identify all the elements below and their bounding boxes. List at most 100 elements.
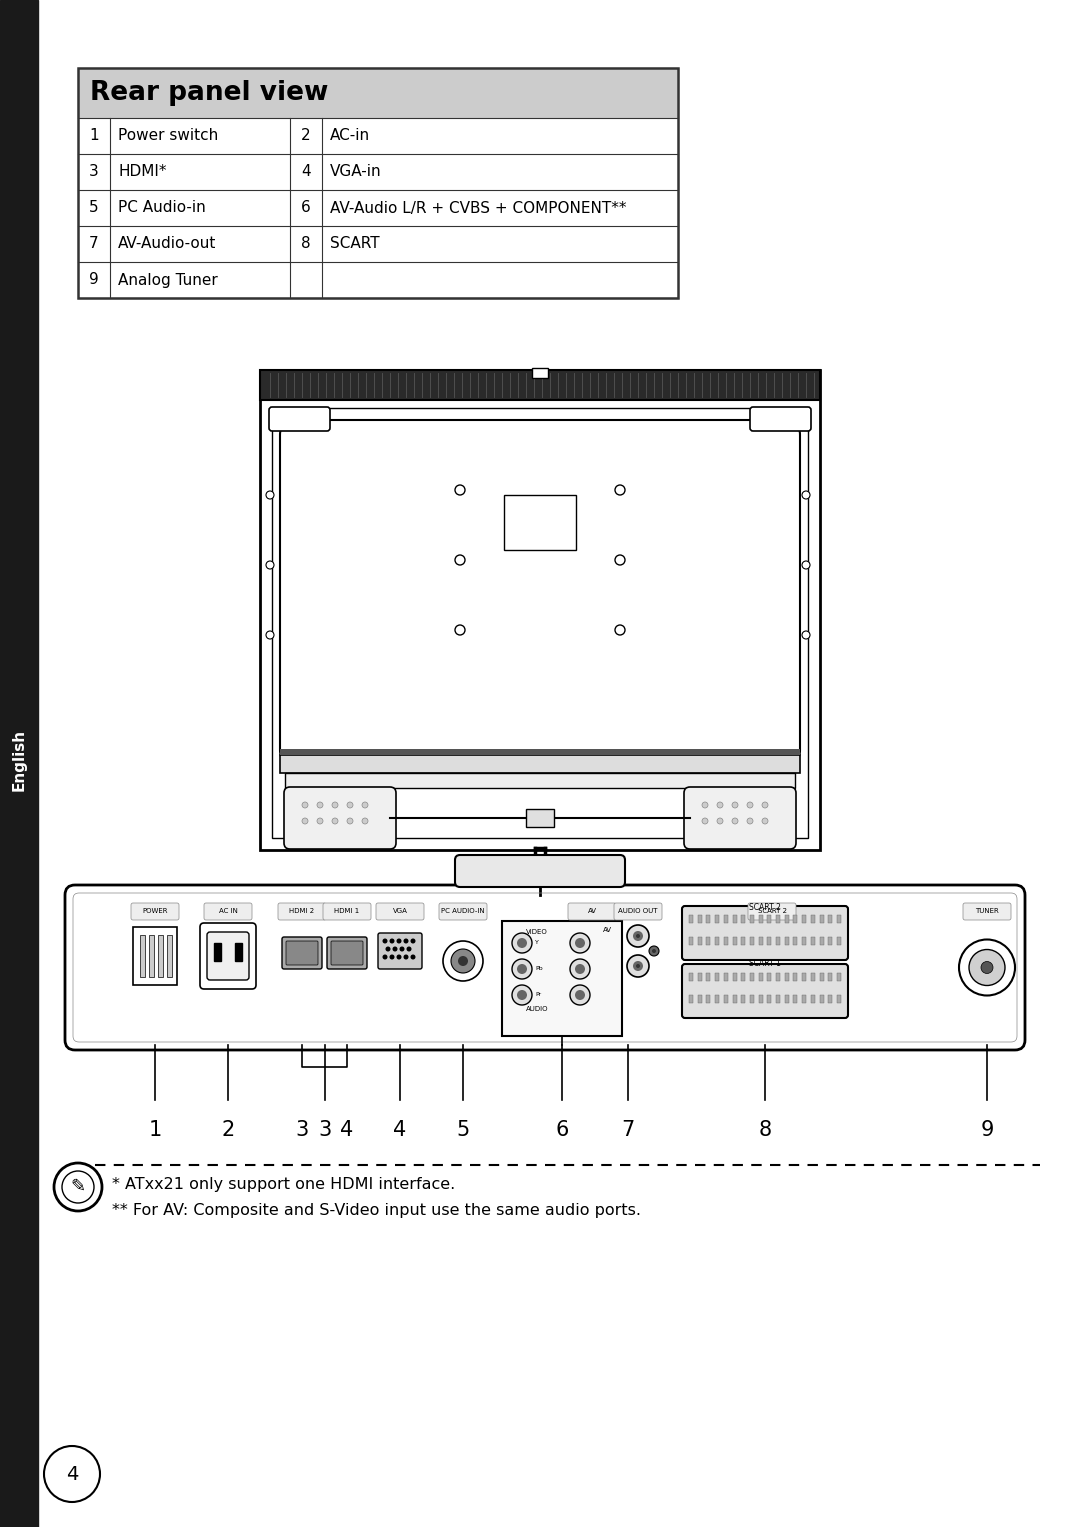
Bar xyxy=(0,0,38,1527)
Circle shape xyxy=(981,962,993,974)
Text: 1: 1 xyxy=(90,128,98,144)
Bar xyxy=(837,915,841,922)
Text: VIDEO: VIDEO xyxy=(526,928,548,935)
Text: AC IN: AC IN xyxy=(218,909,238,915)
Bar xyxy=(758,915,762,922)
Bar xyxy=(715,915,719,922)
FancyBboxPatch shape xyxy=(204,902,252,919)
Bar xyxy=(285,773,795,788)
Bar xyxy=(802,973,806,980)
Text: 3: 3 xyxy=(295,1119,309,1141)
FancyBboxPatch shape xyxy=(280,420,800,765)
Circle shape xyxy=(407,947,410,951)
Bar xyxy=(502,921,622,1035)
Bar xyxy=(732,938,737,945)
Circle shape xyxy=(302,802,308,808)
Circle shape xyxy=(390,956,394,959)
Bar xyxy=(820,938,824,945)
Circle shape xyxy=(318,818,323,825)
Bar xyxy=(768,996,771,1003)
Bar xyxy=(828,938,833,945)
Circle shape xyxy=(397,956,401,959)
Circle shape xyxy=(347,802,353,808)
Circle shape xyxy=(443,941,483,980)
Circle shape xyxy=(347,818,353,825)
Circle shape xyxy=(517,938,527,948)
Bar xyxy=(689,996,693,1003)
Bar xyxy=(741,938,745,945)
Bar xyxy=(689,973,693,980)
Circle shape xyxy=(627,954,649,977)
Circle shape xyxy=(302,818,308,825)
Text: HDMI*: HDMI* xyxy=(118,165,166,180)
Text: 6: 6 xyxy=(301,200,311,215)
Bar xyxy=(802,915,806,922)
Text: POWER: POWER xyxy=(143,909,167,915)
Circle shape xyxy=(636,935,640,938)
Circle shape xyxy=(266,560,274,570)
Bar xyxy=(758,938,762,945)
Bar xyxy=(785,996,788,1003)
Circle shape xyxy=(570,933,590,953)
FancyBboxPatch shape xyxy=(200,922,256,989)
Bar xyxy=(715,973,719,980)
Bar xyxy=(689,915,693,922)
Text: SCART 2: SCART 2 xyxy=(750,902,781,912)
Text: AC-in: AC-in xyxy=(330,128,370,144)
Bar xyxy=(741,996,745,1003)
Circle shape xyxy=(332,802,338,808)
Text: HDMI 1: HDMI 1 xyxy=(335,909,360,915)
Text: 5: 5 xyxy=(457,1119,470,1141)
Bar xyxy=(820,973,824,980)
Bar xyxy=(777,996,780,1003)
Bar xyxy=(785,938,788,945)
Bar xyxy=(504,495,576,550)
Text: AV-Audio-out: AV-Audio-out xyxy=(118,237,216,252)
Bar xyxy=(706,915,711,922)
Bar xyxy=(715,996,719,1003)
Bar xyxy=(78,226,678,263)
Text: English: English xyxy=(12,728,27,791)
Text: 4: 4 xyxy=(393,1119,407,1141)
Circle shape xyxy=(747,818,753,825)
Bar xyxy=(811,996,815,1003)
Text: Y: Y xyxy=(535,941,539,945)
Bar xyxy=(750,938,754,945)
Circle shape xyxy=(570,985,590,1005)
Bar xyxy=(794,973,797,980)
Circle shape xyxy=(362,802,368,808)
Circle shape xyxy=(802,631,810,638)
Text: AV: AV xyxy=(603,927,611,933)
Bar xyxy=(785,973,788,980)
Circle shape xyxy=(762,818,768,825)
FancyBboxPatch shape xyxy=(65,886,1025,1051)
Text: 3: 3 xyxy=(90,165,99,180)
Bar xyxy=(828,915,833,922)
Text: AUDIO OUT: AUDIO OUT xyxy=(618,909,658,915)
Circle shape xyxy=(512,959,532,979)
Bar xyxy=(724,996,728,1003)
Text: SCART: SCART xyxy=(330,237,380,252)
Bar xyxy=(750,915,754,922)
Bar xyxy=(280,754,800,773)
Circle shape xyxy=(411,956,415,959)
Bar xyxy=(828,973,833,980)
Bar xyxy=(768,938,771,945)
Circle shape xyxy=(44,1446,100,1503)
Text: 3: 3 xyxy=(318,1119,332,1141)
Circle shape xyxy=(404,939,408,942)
FancyBboxPatch shape xyxy=(131,902,179,919)
Text: Analog Tuner: Analog Tuner xyxy=(118,272,218,287)
Circle shape xyxy=(717,802,723,808)
Bar xyxy=(802,996,806,1003)
Text: AV-Audio L/R + CVBS + COMPONENT**: AV-Audio L/R + CVBS + COMPONENT** xyxy=(330,200,626,215)
Circle shape xyxy=(747,802,753,808)
FancyBboxPatch shape xyxy=(963,902,1011,919)
Bar xyxy=(777,915,780,922)
FancyBboxPatch shape xyxy=(568,902,616,919)
Text: AUDIO: AUDIO xyxy=(526,1006,549,1012)
Text: Power switch: Power switch xyxy=(118,128,218,144)
Bar xyxy=(140,935,145,977)
Text: 9: 9 xyxy=(981,1119,994,1141)
Bar xyxy=(758,973,762,980)
